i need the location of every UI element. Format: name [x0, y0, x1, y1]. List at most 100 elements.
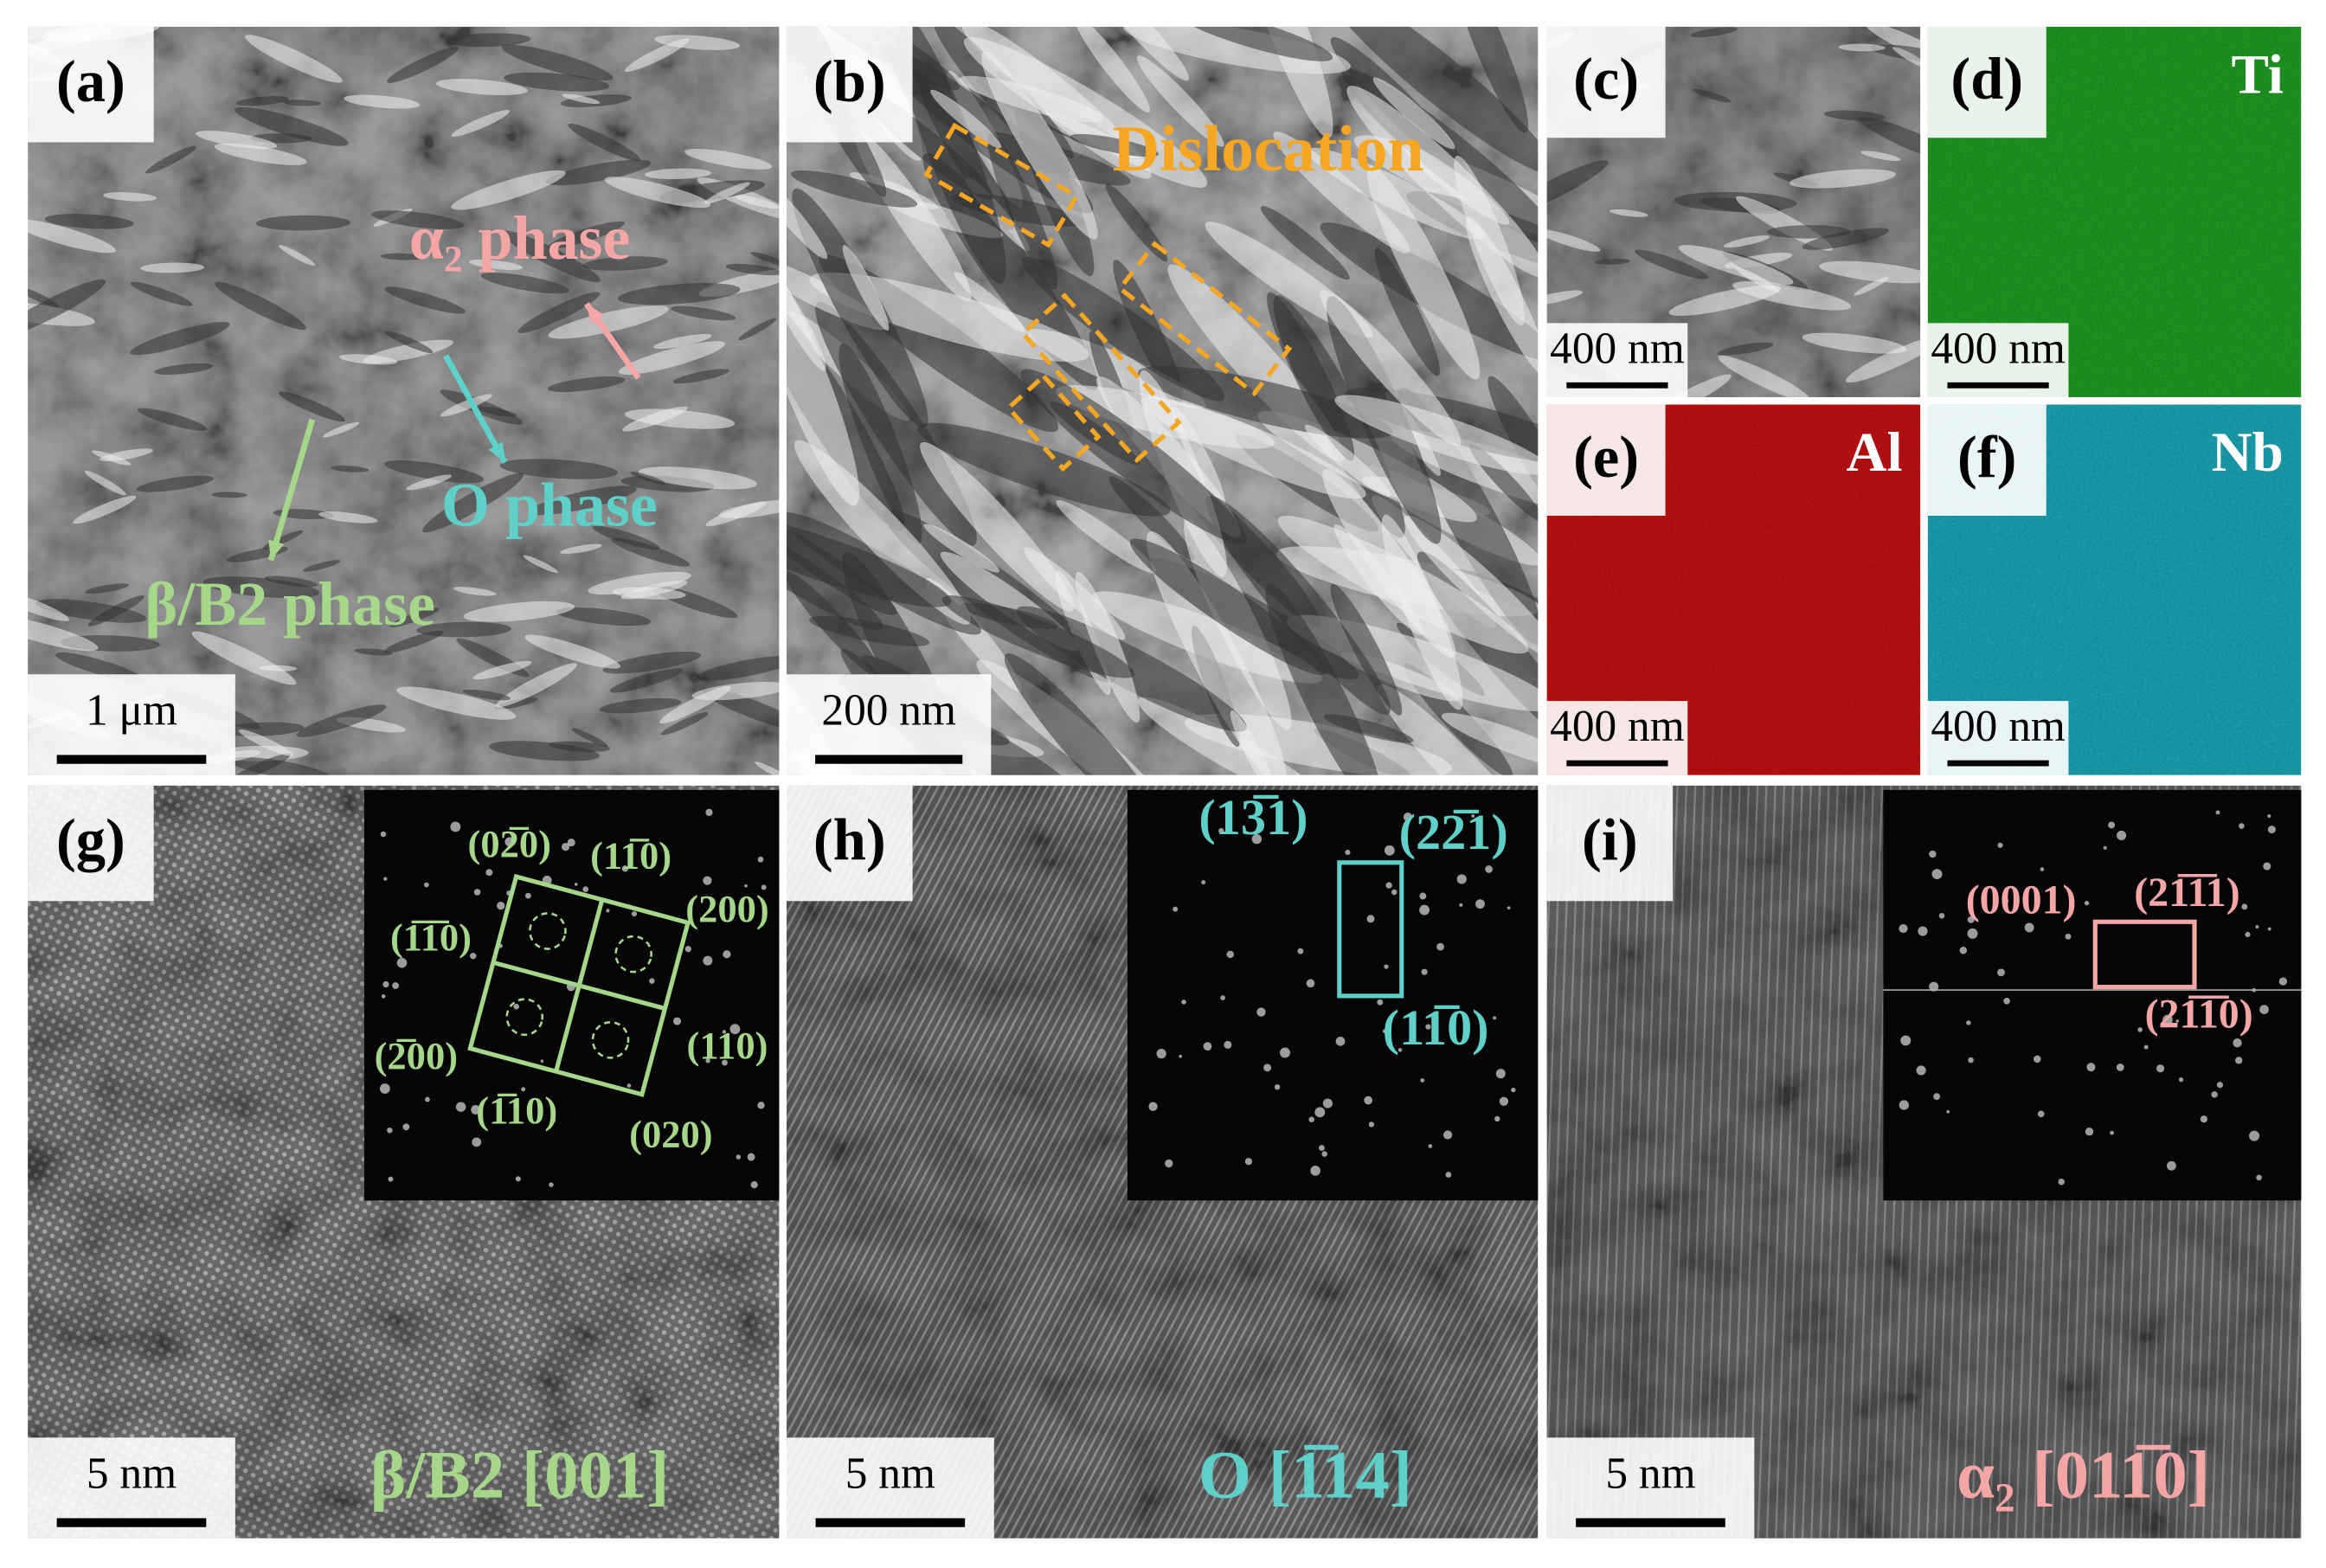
- fft-spot: [1310, 1166, 1320, 1176]
- lath: [354, 648, 393, 656]
- spot-label: (13̅1): [1198, 789, 1308, 845]
- lath: [1766, 225, 1851, 239]
- lath: [380, 253, 423, 260]
- lath: [1325, 26, 1539, 174]
- fft-spot: [1382, 1029, 1387, 1033]
- panel-label: (c): [1573, 46, 1639, 112]
- lath: [750, 252, 780, 267]
- element-label: Nb: [2212, 421, 2284, 484]
- fft-spot: [2241, 903, 2248, 910]
- scale-text: 200 nm: [821, 686, 956, 736]
- fft-spot: [1933, 1093, 1941, 1101]
- lath: [1854, 277, 1889, 296]
- fft-spot: [1306, 979, 1315, 988]
- lath: [1453, 26, 1528, 133]
- lath: [1070, 133, 1159, 157]
- lath: [463, 601, 575, 622]
- lath: [136, 475, 214, 492]
- lath: [318, 511, 378, 524]
- lath: [1404, 515, 1539, 662]
- lath: [264, 575, 318, 588]
- lath: [1690, 27, 1738, 38]
- zone-axis: O [1̅14]: [1198, 1438, 1412, 1513]
- scale-text: 1 μm: [86, 686, 177, 736]
- fft-spot: [549, 1182, 554, 1187]
- lath: [323, 421, 360, 438]
- fft-spot: [2175, 1019, 2180, 1023]
- fft-spot: [574, 883, 578, 886]
- lath: [653, 333, 712, 350]
- fft-spot: [1345, 849, 1351, 856]
- fft-spot: [747, 1153, 755, 1161]
- label-box: [28, 785, 154, 902]
- spot-label: (02̅0): [468, 822, 551, 865]
- arrow-shaft: [267, 418, 316, 562]
- spot-label: (2̅00): [375, 1034, 458, 1077]
- fft-spot: [1475, 899, 1485, 909]
- fft-spot: [472, 1137, 482, 1147]
- fft-spot: [744, 884, 748, 888]
- fft-spot: [1148, 1102, 1158, 1111]
- lath: [920, 441, 1075, 612]
- lath: [684, 148, 773, 170]
- grid-line: [492, 960, 666, 1012]
- fft-spot: [1459, 903, 1463, 907]
- fft-spot: [1335, 1037, 1346, 1046]
- fft-spot: [2249, 1130, 2260, 1141]
- lath: [396, 686, 517, 720]
- lath: [1892, 47, 1921, 72]
- fft-spot: [1511, 1087, 1516, 1093]
- fft-spot: [381, 994, 386, 999]
- scale-text: 400 nm: [1931, 324, 2066, 373]
- fft-spot: [1173, 906, 1179, 912]
- fft-spot: [2143, 1044, 2149, 1050]
- lath: [1304, 424, 1391, 498]
- lath: [568, 123, 641, 162]
- lath: [440, 394, 492, 417]
- lath: [1074, 26, 1151, 113]
- fft-spot: [1899, 1100, 1910, 1110]
- fft-spot: [2239, 823, 2245, 829]
- lath: [1021, 256, 1225, 402]
- lath: [35, 599, 147, 623]
- fft-spot: [2255, 925, 2259, 929]
- fft-spot: [504, 837, 515, 847]
- spot-label: (21̅1̅0): [2145, 992, 2253, 1038]
- fft-spot: [1425, 1024, 1431, 1030]
- dashed-ring: [505, 998, 544, 1037]
- fft-spot: [1201, 880, 1206, 885]
- fft-spot: [382, 980, 389, 988]
- fft-spot: [1314, 1107, 1326, 1118]
- lath: [547, 376, 626, 393]
- fft-spot: [567, 839, 575, 847]
- lath: [504, 72, 610, 92]
- lath: [917, 422, 1171, 517]
- lath: [705, 501, 768, 527]
- fft-spot: [425, 1096, 430, 1102]
- lath: [130, 322, 230, 356]
- lath: [786, 519, 897, 615]
- fft-spot: [1321, 1151, 1327, 1157]
- panel: (e) 400 nm Al: [1546, 404, 1921, 775]
- fft-spot: [1456, 874, 1467, 884]
- fft-spot: [1156, 1049, 1166, 1059]
- lath: [1838, 43, 1886, 52]
- lath: [387, 46, 459, 83]
- lath: [1546, 160, 1609, 216]
- fft-spot: [684, 946, 691, 953]
- fft-spot: [2233, 1038, 2242, 1048]
- lath: [28, 614, 99, 652]
- arrow-head: [268, 539, 285, 561]
- lath: [618, 341, 726, 375]
- fft-spot: [1968, 1057, 1974, 1064]
- fft-spot: [1322, 1098, 1333, 1109]
- fft-spot: [1385, 882, 1392, 889]
- lath: [1865, 26, 1921, 68]
- lath: [140, 262, 205, 273]
- fft-box: [2092, 919, 2197, 990]
- lath: [792, 188, 928, 428]
- element-label: Ti: [2231, 43, 2283, 106]
- panel-label: (f): [1957, 424, 2016, 490]
- fft-spot: [427, 937, 433, 942]
